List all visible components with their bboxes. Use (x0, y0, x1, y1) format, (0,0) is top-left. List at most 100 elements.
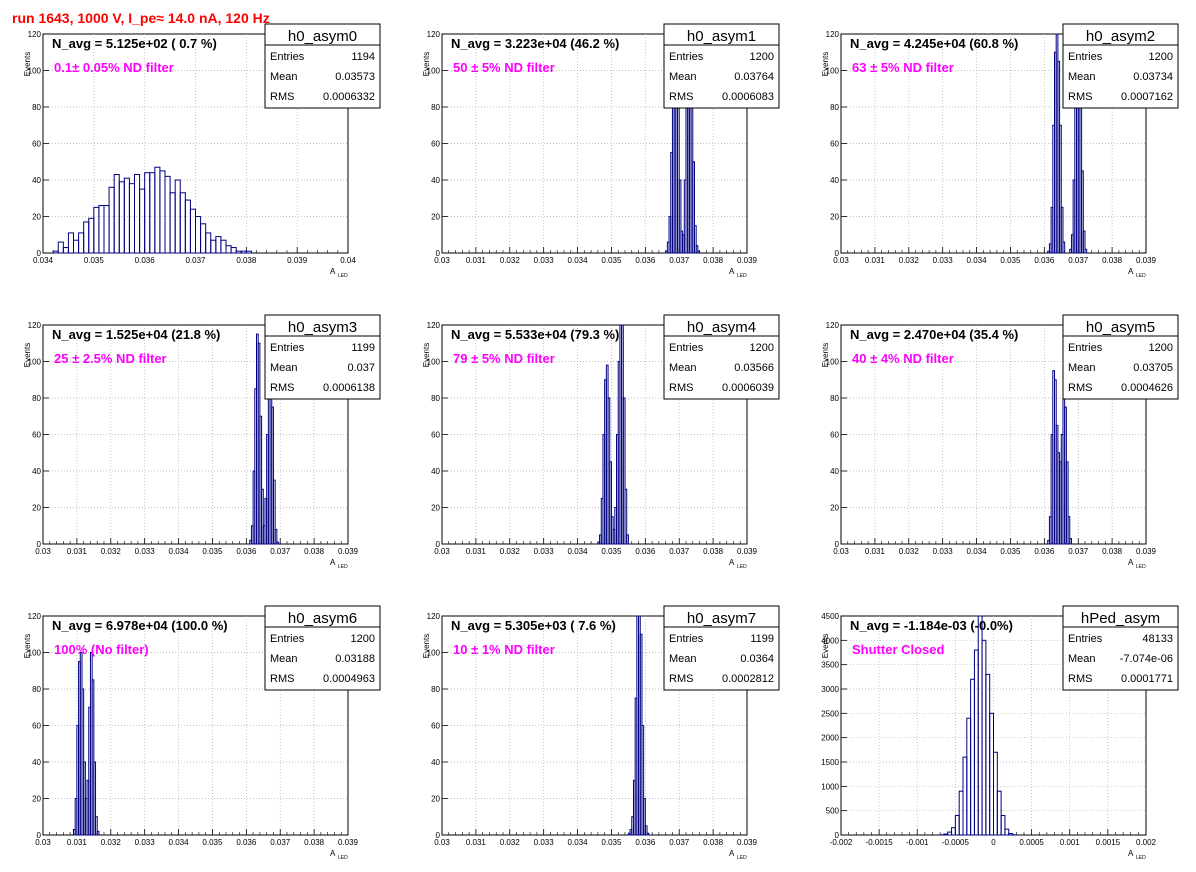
x-axis-label: A (729, 849, 735, 858)
y-tick-label: 120 (28, 321, 42, 330)
y-tick-label: 120 (28, 612, 42, 621)
x-axis-label: A (729, 267, 735, 276)
x-tick-label: 0.033 (135, 547, 156, 556)
filter-label: 100% (No filter) (54, 642, 149, 657)
y-tick-label: 0 (835, 831, 840, 840)
histogram-bins (665, 33, 701, 254)
x-tick-label: 0.035 (601, 838, 622, 847)
histogram-bin (272, 479, 276, 545)
x-tick-label: 0.033 (135, 838, 156, 847)
histogram-bin (1067, 516, 1071, 545)
x-axis-label: A (1128, 849, 1134, 858)
stats-box-frame (264, 314, 381, 400)
x-tick-label: 0.03 (35, 838, 51, 847)
y-tick-label: 0 (37, 249, 42, 258)
x-tick-label: 0.03 (833, 256, 849, 265)
histogram-panel-h0_asym5: 0.03 0.031 0.032 0.033 0.034 0.035 0.036 0.037 0… (821, 314, 1179, 570)
stats-box: h0_asym2 Entries 1200 Mean 0.03734 RMS 0.00071… (1062, 23, 1179, 109)
y-tick-label: 60 (32, 431, 41, 440)
stats-histogram-name: h0_asym4 (687, 319, 756, 336)
histogram-bin (276, 541, 280, 545)
x-tick-label: 0.036 (635, 838, 656, 847)
histogram-bin (626, 534, 629, 545)
x-tick-label: 0.037 (1068, 256, 1089, 265)
y-tick-label: 120 (28, 30, 42, 39)
x-tick-label: 0.037 (185, 256, 206, 265)
x-axis-label: A (330, 849, 336, 858)
x-tick-label: 0.001 (1060, 838, 1081, 847)
y-tick-label: 60 (830, 140, 839, 149)
histogram-bins (1047, 33, 1088, 254)
stats-label-mean: Mean (270, 362, 298, 374)
y-tick-label: 40 (32, 467, 41, 476)
navg-label: N_avg = 5.305e+03 ( 7.6 %) (451, 618, 616, 633)
y-axis-label: Events (821, 343, 830, 367)
y-tick-label: 60 (830, 431, 839, 440)
y-tick-label: 0 (436, 831, 441, 840)
x-tick-label: 0.034 (967, 547, 988, 556)
stats-value-mean: 0.0364 (740, 653, 774, 665)
histogram-bin (697, 250, 701, 254)
stats-label-rms: RMS (1068, 382, 1092, 394)
histogram-bin (624, 488, 628, 545)
y-tick-label: 40 (32, 176, 41, 185)
x-tick-label: 0.0015 (1096, 838, 1121, 847)
filter-label: 79 ± 5% ND filter (453, 351, 555, 366)
stats-label-mean: Mean (270, 653, 298, 665)
x-tick-label: 0.036 (635, 256, 656, 265)
y-axis-label: Events (422, 52, 431, 76)
x-tick-label: 0.036 (1034, 547, 1055, 556)
stats-box-frame (663, 605, 780, 691)
x-tick-label: 0.036 (236, 838, 257, 847)
y-tick-label: 0 (835, 540, 840, 549)
stats-label-entries: Entries (1068, 51, 1103, 63)
y-tick-label: 40 (431, 467, 440, 476)
x-tick-label: 0.036 (1034, 256, 1055, 265)
y-tick-label: 2500 (821, 709, 839, 718)
stats-histogram-name: h0_asym0 (288, 28, 357, 45)
stats-value-rms: 0.0007162 (1121, 91, 1173, 103)
y-tick-label: 20 (431, 795, 440, 804)
y-tick-label: 4000 (821, 636, 839, 645)
histogram-panel-h0_asym3: 0.03 0.031 0.032 0.033 0.034 0.035 0.036 0.037 0… (23, 314, 381, 570)
x-tick-label: 0.031 (67, 838, 88, 847)
histogram-bin (693, 225, 697, 254)
x-tick-label: 0.032 (500, 256, 521, 265)
filter-label: 25 ± 2.5% ND filter (54, 351, 167, 366)
stats-label-entries: Entries (270, 633, 305, 645)
y-tick-label: 80 (32, 103, 41, 112)
x-tick-label: 0.036 (236, 547, 257, 556)
stats-value-mean: 0.03566 (734, 362, 774, 374)
x-tick-label: 0.038 (703, 547, 724, 556)
filter-label: 50 ± 5% ND filter (453, 60, 555, 75)
y-tick-label: 0 (436, 249, 441, 258)
y-tick-label: 40 (431, 758, 440, 767)
histogram-bin (622, 397, 626, 545)
stats-label-entries: Entries (1068, 342, 1103, 354)
histogram-bin (1062, 241, 1066, 254)
histogram-bins (1047, 370, 1072, 545)
y-tick-label: 60 (32, 140, 41, 149)
histogram-panel-h0_asym2: 0.03 0.031 0.032 0.033 0.034 0.035 0.036 0.037 0… (821, 23, 1179, 279)
x-tick-label: 0.032 (101, 547, 122, 556)
histogram-panel-h0_asym4: 0.03 0.031 0.032 0.033 0.034 0.035 0.036 0.037 0… (422, 314, 780, 570)
x-tick-label: 0.031 (466, 547, 487, 556)
y-tick-label: 0 (436, 540, 441, 549)
y-tick-label: 100 (427, 358, 441, 367)
x-tick-label: 0.034 (169, 547, 190, 556)
histogram-bin (1060, 206, 1064, 254)
y-tick-label: 0 (37, 831, 42, 840)
x-tick-label: 0.038 (304, 838, 325, 847)
stats-value-entries: 1200 (351, 633, 375, 645)
histogram-panel-h0_asym7: 0.03 0.031 0.032 0.033 0.034 0.035 0.036 0.037 0… (422, 605, 780, 861)
y-tick-label: 3000 (821, 685, 839, 694)
stats-value-rms: 0.0006083 (722, 91, 774, 103)
y-axis-label: Events (422, 634, 431, 658)
run-title: run 1643, 1000 V, I_pe≈ 14.0 nA, 120 Hz (12, 10, 270, 26)
x-tick-label: 0.032 (101, 838, 122, 847)
stats-value-rms: 0.0006138 (323, 382, 375, 394)
x-tick-label: 0.036 (635, 547, 656, 556)
stats-value-mean: -7.074e-06 (1120, 653, 1173, 665)
navg-label: N_avg = 5.125e+02 ( 0.7 %) (52, 36, 217, 51)
